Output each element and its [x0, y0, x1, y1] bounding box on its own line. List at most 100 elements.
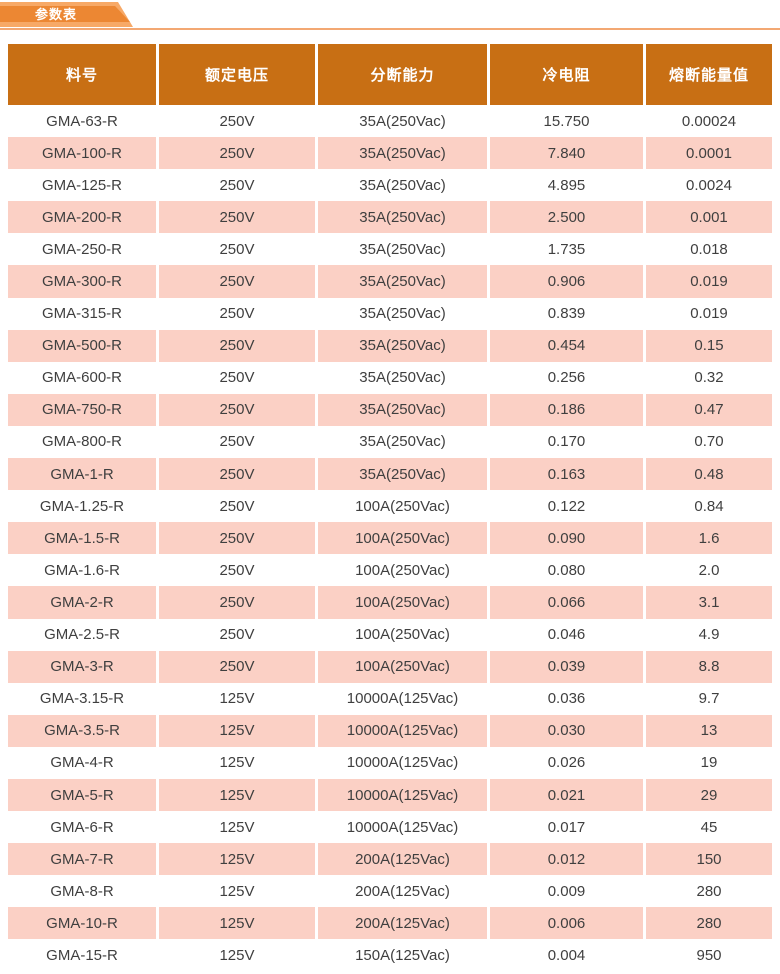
table-cell: GMA-200-R: [8, 201, 156, 234]
table-cell: 1.6: [646, 522, 772, 555]
table-cell: 200A(125Vac): [318, 843, 487, 876]
table-cell: 250V: [159, 650, 315, 683]
table-cell: 0.066: [490, 586, 643, 619]
table-row: GMA-125-R 250V 35A(250Vac) 4.895 0.0024: [8, 169, 772, 201]
table-cell: 280: [696, 882, 722, 900]
table-cell: 100A(250Vac): [318, 522, 487, 555]
table-cell: GMA-2-R: [8, 586, 156, 619]
table-cell: 0.026: [547, 754, 586, 772]
table-row: GMA-3-R 250V 100A(250Vac) 0.039 8.8: [8, 650, 772, 683]
table-cell: GMA-6-R: [50, 818, 114, 836]
table-cell: GMA-300-R: [8, 265, 156, 298]
table-row: GMA-3.15-R 125V 10000A(125Vac) 0.036 9.7: [8, 683, 772, 715]
table-cell: 0.019: [690, 305, 728, 323]
table-cell: 125V: [219, 946, 255, 964]
table-cell: 0.47: [646, 393, 772, 426]
table-cell: GMA-100-R: [8, 137, 156, 170]
table-cell: 250V: [219, 112, 255, 130]
table-row: GMA-2-R 250V 100A(250Vac) 0.066 3.1: [8, 586, 772, 619]
table-cell: 35A(250Vac): [359, 112, 446, 130]
table-cell: GMA-7-R: [8, 843, 156, 876]
table-cell: 250V: [219, 369, 255, 387]
table-cell: 0.84: [694, 497, 724, 515]
table-cell: 0.163: [490, 458, 643, 491]
table-row: GMA-2.5-R 250V 100A(250Vac) 0.046 4.9: [8, 619, 772, 651]
table-cell: 35A(250Vac): [359, 240, 446, 258]
table-row: GMA-600-R 250V 35A(250Vac) 0.256 0.32: [8, 362, 772, 394]
table-cell: 35A(250Vac): [359, 369, 446, 387]
table-cell: 35A(250Vac): [318, 458, 487, 491]
table-cell: 19: [700, 754, 718, 772]
table-cell: 0.090: [490, 522, 643, 555]
table-cell: GMA-500-R: [8, 329, 156, 362]
table-cell: 250V: [219, 305, 255, 323]
table-cell: 35A(250Vac): [318, 137, 487, 170]
table-cell: 250V: [159, 522, 315, 555]
table-cell: 0.006: [490, 907, 643, 940]
table-row: GMA-1.5-R 250V 100A(250Vac) 0.090 1.6: [8, 522, 772, 555]
table-row: GMA-3.5-R 125V 10000A(125Vac) 0.030 13: [8, 714, 772, 747]
table-row: GMA-500-R 250V 35A(250Vac) 0.454 0.15: [8, 329, 772, 362]
column-header: 熔断能量值: [646, 44, 772, 105]
table-cell: 0.0001: [646, 137, 772, 170]
table-cell: GMA-15-R: [46, 946, 118, 964]
table-cell: 0.906: [490, 265, 643, 298]
parameter-tab: 参数表: [0, 0, 780, 30]
table-cell: GMA-3.15-R: [39, 690, 125, 708]
table-cell: 4.9: [698, 626, 720, 644]
table-cell: 35A(250Vac): [318, 329, 487, 362]
table-cell: 280: [646, 907, 772, 940]
table-cell: 0.48: [646, 458, 772, 491]
table-cell: GMA-800-R: [41, 433, 123, 451]
table-cell: 35A(250Vac): [318, 201, 487, 234]
table-cell: 100A(250Vac): [318, 586, 487, 619]
table-cell: 125V: [219, 754, 255, 772]
tab-parameter-table[interactable]: 参数表: [0, 6, 130, 22]
table-cell: GMA-125-R: [41, 176, 123, 194]
table-cell: 45: [700, 818, 718, 836]
table-cell: 0.036: [547, 690, 586, 708]
table-cell: 125V: [159, 843, 315, 876]
table-cell: 150A(125Vac): [355, 946, 450, 964]
table-cell: 250V: [219, 497, 255, 515]
table-cell: 100A(250Vac): [355, 561, 450, 579]
table-cell: 0.170: [547, 433, 586, 451]
table-cell: 250V: [159, 393, 315, 426]
table-cell: 10000A(125Vac): [346, 754, 459, 772]
table-cell: 9.7: [698, 690, 720, 708]
table-cell: 35A(250Vac): [318, 265, 487, 298]
table-cell: 0.186: [490, 393, 643, 426]
table-cell: 15.750: [543, 112, 590, 130]
table-cell: 125V: [159, 714, 315, 747]
table-row: GMA-1.25-R 250V 100A(250Vac) 0.122 0.84: [8, 490, 772, 522]
table-cell: 7.840: [490, 137, 643, 170]
table-cell: GMA-1-R: [8, 458, 156, 491]
table-row: GMA-315-R 250V 35A(250Vac) 0.839 0.019: [8, 298, 772, 330]
table-cell: 125V: [219, 690, 255, 708]
table-row: GMA-8-R 125V 200A(125Vac) 0.009 280: [8, 875, 772, 907]
table-cell: 0.15: [646, 329, 772, 362]
table-cell: 250V: [159, 329, 315, 362]
table-cell: 0.001: [646, 201, 772, 234]
table-cell: 10000A(125Vac): [346, 818, 459, 836]
table-cell: 0.009: [547, 882, 586, 900]
table-cell: 250V: [159, 458, 315, 491]
table-body: GMA-63-R 250V 35A(250Vac) 15.750 0.00024 GMA-…: [8, 105, 772, 972]
table-cell: GMA-750-R: [8, 393, 156, 426]
table-row: GMA-200-R 250V 35A(250Vac) 2.500 0.001: [8, 201, 772, 234]
table-cell: 10000A(125Vac): [318, 714, 487, 747]
table-cell: GMA-1.6-R: [44, 561, 120, 579]
table-row: GMA-300-R 250V 35A(250Vac) 0.906 0.019: [8, 265, 772, 298]
table-cell: 0.454: [490, 329, 643, 362]
table-cell: 150: [646, 843, 772, 876]
table-row: GMA-10-R 125V 200A(125Vac) 0.006 280: [8, 907, 772, 940]
table-cell: 250V: [219, 433, 255, 451]
table-cell: 250V: [219, 240, 255, 258]
table-cell: GMA-1.25-R: [39, 497, 125, 515]
tab-label: 参数表: [34, 6, 77, 22]
table-cell: GMA-3-R: [8, 650, 156, 683]
table-cell: GMA-1.5-R: [8, 522, 156, 555]
table-cell: GMA-8-R: [50, 882, 114, 900]
table-cell: 2.500: [490, 201, 643, 234]
table-cell: 10000A(125Vac): [346, 690, 459, 708]
